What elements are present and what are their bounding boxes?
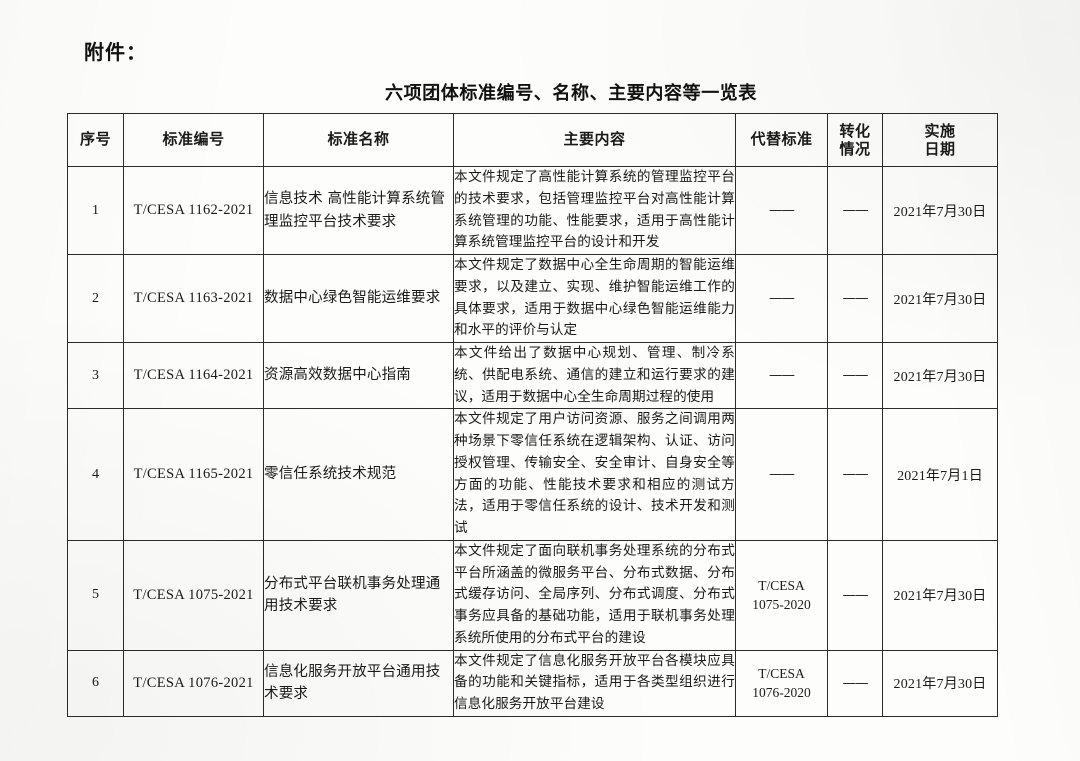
cell-index: 5 [67,539,124,651]
cell-conversion: —— [827,539,883,651]
cell-replaced-standard: T/CESA 1076-2020 [735,649,828,717]
column-header-replaced-standard: 代替标准 [735,113,828,167]
replaced-standard-line: T/CESA [758,665,805,681]
column-header-date: 实施 日期 [882,113,998,167]
replaced-standard-line: —— [769,201,795,218]
column-header-code: 标准编号 [123,113,264,167]
cell-date: 2021年7月30日 [882,254,998,343]
conversion-value: —— [842,202,869,219]
column-header-name: 标准名称 [263,113,454,167]
conversion-value: —— [842,466,869,483]
replaced-standard-line: —— [769,465,795,482]
conversion-header-line1: 转化 [839,122,871,140]
cell-index: 1 [67,166,124,255]
cell-replaced-standard: —— [735,166,828,255]
cell-conversion: —— [827,408,883,541]
cell-index: 6 [67,649,124,717]
cell-date: 2021年7月30日 [882,539,998,651]
cell-name: 信息技术 高性能计算系统管理监控平台技术要求 [263,166,454,255]
cell-conversion: —— [827,254,883,343]
replaced-standard-line: T/CESA [758,577,805,593]
date-header-line2: 日期 [924,140,956,158]
cell-main-content: 本文件规定了信息化服务开放平台各模块应具备的功能和关键指标，适用于各类型组织进行… [453,649,736,717]
cell-code: T/CESA 1165-2021 [123,408,264,541]
cell-conversion: —— [827,649,883,717]
table-header: 序号 标准编号 标准名称 主要内容 代替标准 转化 情况 实施 日期 [67,113,998,167]
column-header-main-content: 主要内容 [453,113,736,167]
page-title: 六项团体标准编号、名称、主要内容等一览表 [385,83,757,104]
cell-date: 2021年7月1日 [882,408,998,541]
conversion-value: —— [842,586,869,603]
cell-main-content: 本文件规定了面向联机事务处理系统的分布式平台所涵盖的微服务平台、分布式数据、分布… [453,539,736,651]
cell-replaced-standard: T/CESA 1075-2020 [735,539,828,651]
cell-name: 数据中心绿色智能运维要求 [263,254,454,343]
cell-index: 2 [67,254,124,343]
conversion-value: —— [842,674,869,691]
column-header-index: 序号 [67,113,124,167]
table-row: 4 T/CESA 1165-2021 零信任系统技术规范 本文件规定了用户访问资源、服… [67,408,998,541]
cell-main-content: 本文件规定了高性能计算系统的管理监控平台的技术要求，包括管理监控平台对高性能计算… [453,166,736,255]
table-header-row: 序号 标准编号 标准名称 主要内容 代替标准 转化 情况 实施 日期 [67,113,998,167]
cell-code: T/CESA 1076-2021 [123,649,264,717]
cell-date: 2021年7月30日 [882,341,998,410]
cell-index: 4 [67,408,124,541]
standards-table: 序号 标准编号 标准名称 主要内容 代替标准 转化 情况 实施 日期 1 T/CE… [67,113,998,717]
cell-date: 2021年7月30日 [882,166,998,255]
conversion-header-line2: 情况 [839,140,871,158]
cell-main-content: 本文件规定了数据中心全生命周期的智能运维要求，以及建立、实现、维护智能运维工作的… [453,254,736,343]
column-header-conversion: 转化 情况 [827,113,883,167]
replaced-standard-line: 1075-2020 [752,597,811,613]
cell-code: T/CESA 1075-2021 [123,539,264,651]
replaced-standard-line: —— [769,366,795,383]
table-body: 1 T/CESA 1162-2021 信息技术 高性能计算系统管理监控平台技术要求本… [67,166,998,717]
cell-main-content: 本文件给出了数据中心规划、管理、制冷系统、供配电系统、通信的建立和运行要求的建议… [453,341,736,410]
conversion-value: —— [842,290,869,307]
cell-name: 零信任系统技术规范 [263,408,454,541]
cell-replaced-standard: —— [735,341,828,410]
date-header-line1: 实施 [924,122,956,140]
cell-name: 信息化服务开放平台通用技术要求 [263,649,454,717]
cell-date: 2021年7月30日 [882,649,998,717]
cell-code: T/CESA 1163-2021 [123,254,264,343]
conversion-value: —— [842,367,869,384]
table-row: 3 T/CESA 1164-2021 资源高效数据中心指南 本文件给出了数据中心规划、… [67,341,998,410]
cell-name: 资源高效数据中心指南 [263,341,454,410]
table-row: 2 T/CESA 1163-2021 数据中心绿色智能运维要求 本文件规定了数据中心全… [67,254,998,343]
cell-index: 3 [67,341,124,410]
cell-replaced-standard: —— [735,254,828,343]
cell-code: T/CESA 1162-2021 [123,166,264,255]
cell-main-content: 本文件规定了用户访问资源、服务之间调用两种场景下零信任系统在逻辑架构、认证、访问… [453,408,736,541]
table-row: 1 T/CESA 1162-2021 信息技术 高性能计算系统管理监控平台技术要求本… [67,166,998,255]
replaced-standard-line: —— [769,289,795,306]
table-row: 5 T/CESA 1075-2021 分布式平台联机事务处理通用技术要求 本文件规定了… [67,539,998,651]
cell-code: T/CESA 1164-2021 [123,341,264,410]
replaced-standard-line: 1076-2020 [752,685,811,701]
attachment-label: 附件： [84,40,147,64]
cell-conversion: —— [827,166,883,255]
cell-conversion: —— [827,341,883,410]
table-row: 6 T/CESA 1076-2021 信息化服务开放平台通用技术要求 本文件规定了信息… [67,649,998,717]
cell-replaced-standard: —— [735,408,828,541]
cell-name: 分布式平台联机事务处理通用技术要求 [263,539,454,651]
